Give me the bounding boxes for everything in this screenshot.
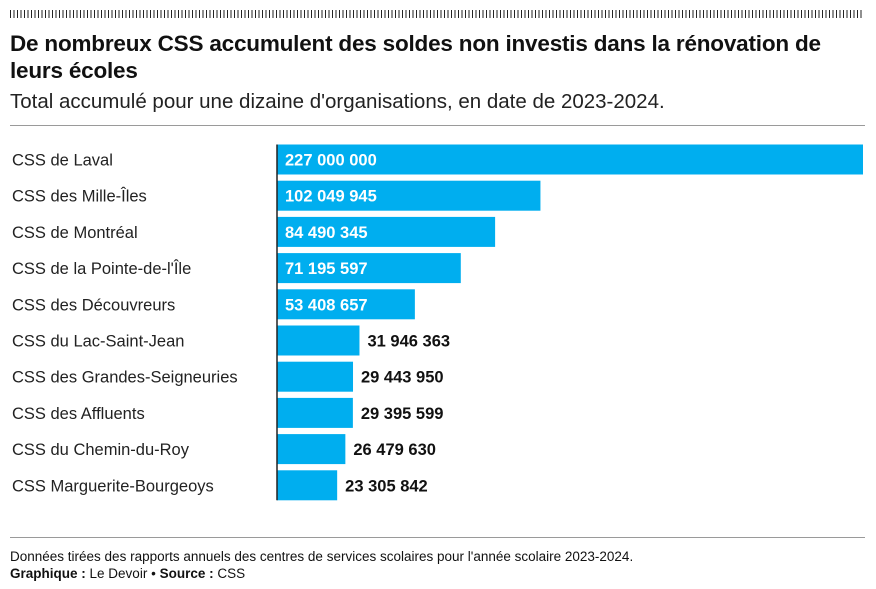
graphic-value: Le Devoir (89, 566, 148, 581)
bar-chart: CSS de Laval 227 000 000 CSS des Mille-Île… (12, 144, 863, 501)
chart-title: De nombreux CSS accumulent des soldes no… (10, 31, 821, 83)
value-label: 23 305 842 (345, 477, 428, 495)
category-label: CSS des Grandes-Seigneuries (12, 369, 238, 387)
value-label: 71 195 597 (285, 260, 368, 278)
value-label: 53 408 657 (285, 296, 368, 314)
category-label: CSS des Mille-Îles (12, 187, 147, 206)
credit-line: Graphique : Le Devoir • Source : CSS (10, 565, 245, 582)
bar (277, 216, 496, 247)
value-label: 29 443 950 (361, 369, 444, 387)
bar (277, 289, 415, 320)
value-label: 84 490 345 (285, 224, 368, 242)
source-value: CSS (217, 566, 246, 581)
value-label: 26 479 630 (353, 441, 436, 459)
graphic-label: Graphique : (10, 566, 86, 581)
category-label: CSS de Laval (12, 152, 113, 170)
bottom-divider (10, 537, 865, 538)
category-label: CSS du Lac-Saint-Jean (12, 333, 184, 351)
top-divider (10, 125, 865, 126)
bar (277, 397, 353, 428)
bar (277, 180, 541, 211)
value-label: 227 000 000 (285, 152, 377, 170)
chart-subtitle: Total accumulé pour une dizaine d'organi… (10, 90, 665, 113)
source-label: Source : (159, 566, 214, 581)
bar (277, 470, 338, 501)
bar (277, 325, 360, 356)
value-label: 102 049 945 (285, 188, 377, 206)
footnote: Données tirées des rapports annuels des … (10, 549, 634, 564)
bar (277, 361, 354, 392)
category-label: CSS des Affluents (12, 405, 145, 423)
category-label: CSS du Chemin-du-Roy (12, 441, 190, 459)
category-label: CSS Marguerite-Bourgeoys (12, 477, 214, 495)
decorative-hatch-rule (10, 10, 863, 18)
bar (277, 253, 461, 284)
bar (277, 144, 863, 175)
category-label: CSS de la Pointe-de-l'Île (12, 259, 191, 278)
credit-separator: • (151, 566, 156, 581)
category-label: CSS des Découvreurs (12, 296, 175, 314)
bar (277, 434, 346, 465)
category-label: CSS de Montréal (12, 224, 138, 242)
value-label: 29 395 599 (361, 405, 444, 423)
value-label: 31 946 363 (367, 333, 450, 351)
